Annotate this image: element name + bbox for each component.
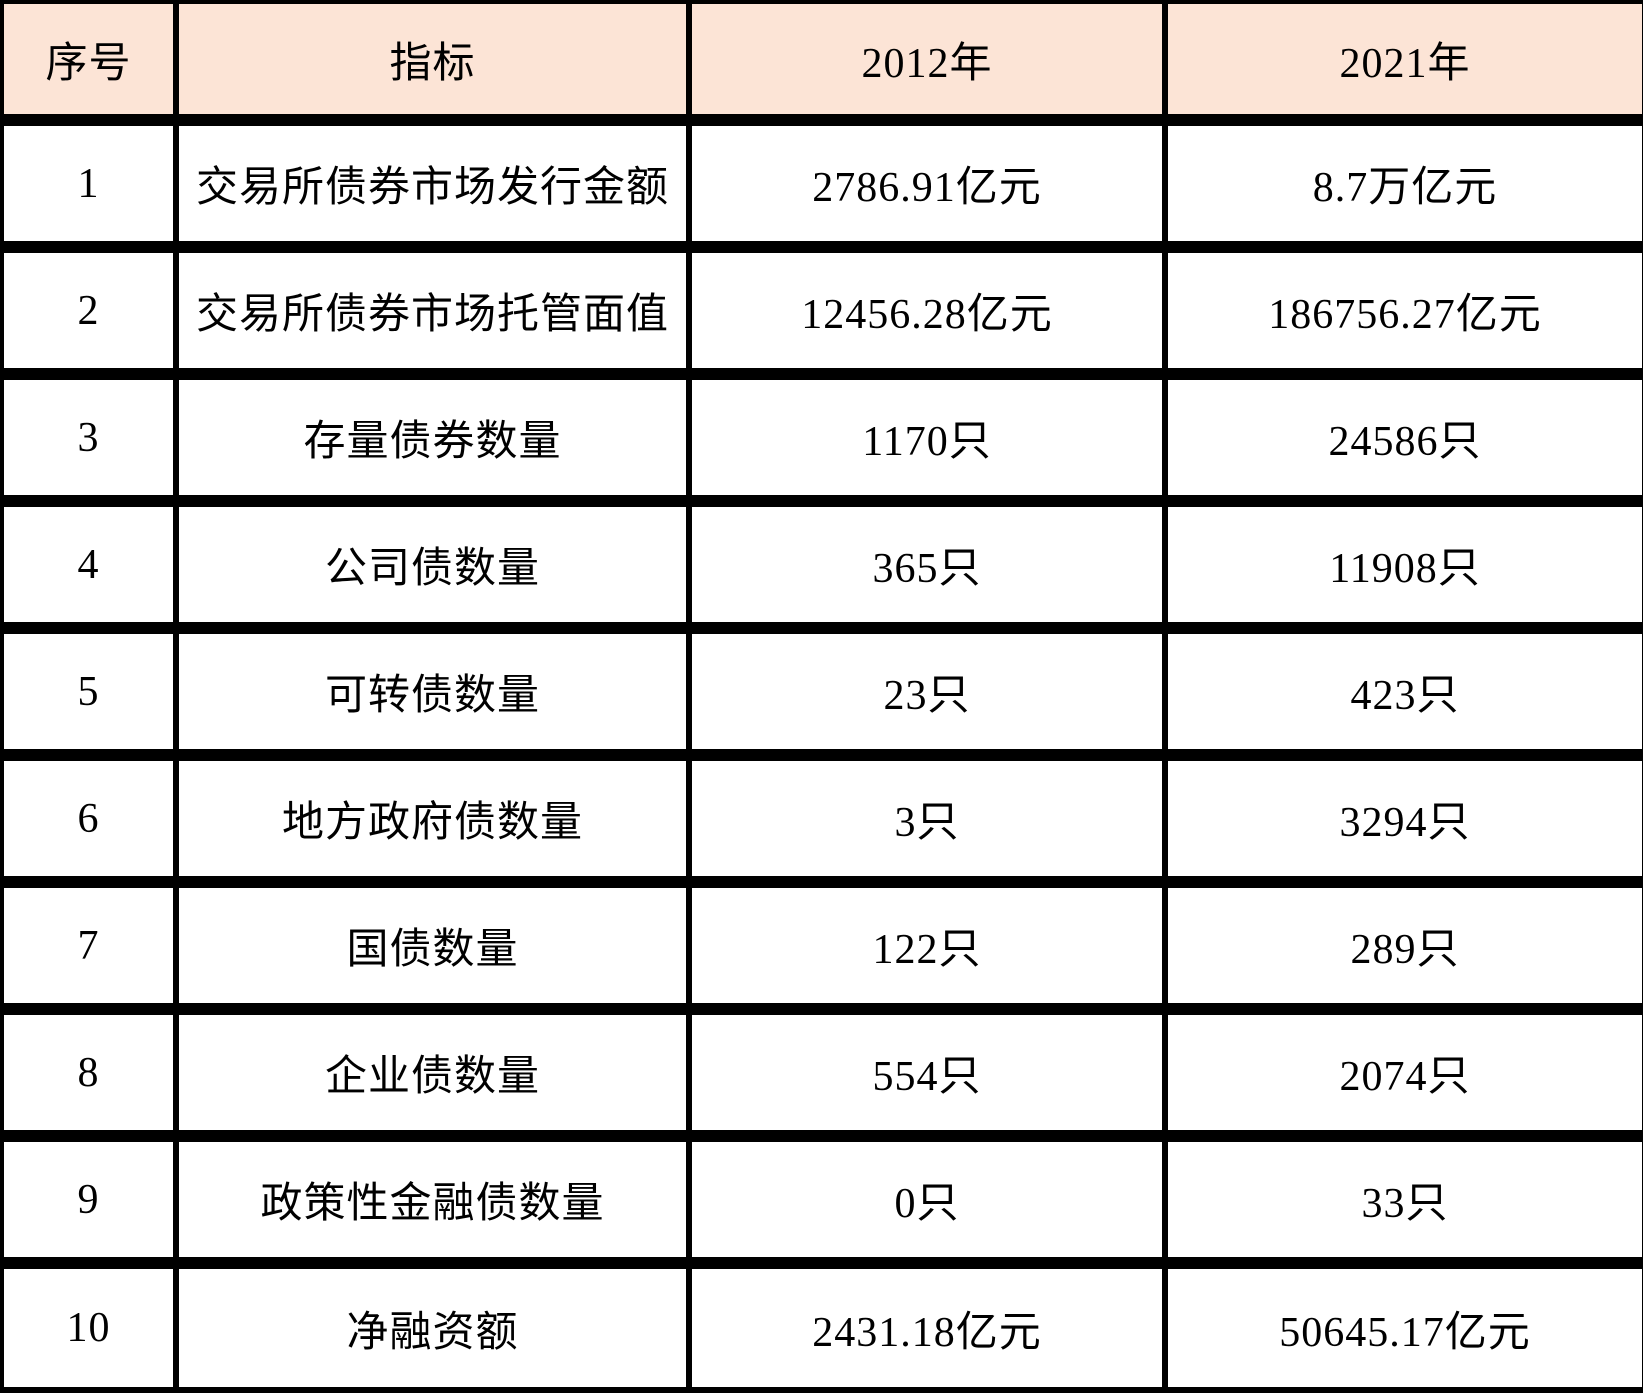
cell-serial: 3: [0, 368, 179, 507]
cell-2012: 23只: [686, 622, 1168, 761]
cell-2021: 186756.27亿元: [1162, 241, 1643, 380]
cell-2012: 12456.28亿元: [686, 241, 1168, 380]
cell-serial: 1: [0, 114, 179, 253]
cell-serial: 10: [0, 1257, 179, 1393]
header-cell-2012: 2012年: [686, 0, 1168, 126]
cell-serial: 9: [0, 1130, 179, 1269]
table-row: 8 企业债数量 554只 2074只: [0, 1003, 1643, 1142]
cell-2012: 365只: [686, 495, 1168, 634]
cell-serial: 8: [0, 1003, 179, 1142]
table-row: 10 净融资额 2431.18亿元 50645.17亿元: [0, 1257, 1643, 1393]
cell-2021: 2074只: [1162, 1003, 1643, 1142]
cell-2012: 1170只: [686, 368, 1168, 507]
cell-indicator: 净融资额: [173, 1257, 692, 1393]
cell-2012: 122只: [686, 876, 1168, 1015]
cell-indicator: 可转债数量: [173, 622, 692, 761]
cell-2021: 24586只: [1162, 368, 1643, 507]
cell-2012: 554只: [686, 1003, 1168, 1142]
cell-2012: 3只: [686, 749, 1168, 888]
table-row: 2 交易所债券市场托管面值 12456.28亿元 186756.27亿元: [0, 241, 1643, 380]
cell-indicator: 存量债券数量: [173, 368, 692, 507]
cell-indicator: 国债数量: [173, 876, 692, 1015]
cell-indicator: 交易所债券市场托管面值: [173, 241, 692, 380]
cell-2021: 423只: [1162, 622, 1643, 761]
cell-2021: 50645.17亿元: [1162, 1257, 1643, 1393]
cell-2021: 33只: [1162, 1130, 1643, 1269]
cell-2021: 3294只: [1162, 749, 1643, 888]
cell-serial: 6: [0, 749, 179, 888]
cell-serial: 5: [0, 622, 179, 761]
table-row: 9 政策性金融债数量 0只 33只: [0, 1130, 1643, 1269]
cell-2012: 2431.18亿元: [686, 1257, 1168, 1393]
header-cell-serial: 序号: [0, 0, 179, 126]
table-row: 4 公司债数量 365只 11908只: [0, 495, 1643, 634]
table-row: 5 可转债数量 23只 423只: [0, 622, 1643, 761]
cell-serial: 4: [0, 495, 179, 634]
header-cell-2021: 2021年: [1162, 0, 1643, 126]
cell-2021: 11908只: [1162, 495, 1643, 634]
table-row: 1 交易所债券市场发行金额 2786.91亿元 8.7万亿元: [0, 114, 1643, 253]
cell-indicator: 地方政府债数量: [173, 749, 692, 888]
table-body: 1 交易所债券市场发行金额 2786.91亿元 8.7万亿元 2 交易所债券市场…: [0, 114, 1643, 1393]
cell-2012: 0只: [686, 1130, 1168, 1269]
table-row: 6 地方政府债数量 3只 3294只: [0, 749, 1643, 888]
cell-2021: 289只: [1162, 876, 1643, 1015]
table-row: 7 国债数量 122只 289只: [0, 876, 1643, 1015]
cell-serial: 7: [0, 876, 179, 1015]
header-row: 序号 指标 2012年 2021年: [0, 0, 1643, 126]
cell-2012: 2786.91亿元: [686, 114, 1168, 253]
cell-indicator: 公司债数量: [173, 495, 692, 634]
cell-2021: 8.7万亿元: [1162, 114, 1643, 253]
table-header: 序号 指标 2012年 2021年: [0, 0, 1643, 126]
header-cell-indicator: 指标: [173, 0, 692, 126]
cell-indicator: 企业债数量: [173, 1003, 692, 1142]
cell-serial: 2: [0, 241, 179, 380]
cell-indicator: 政策性金融债数量: [173, 1130, 692, 1269]
table-row: 3 存量债券数量 1170只 24586只: [0, 368, 1643, 507]
cell-indicator: 交易所债券市场发行金额: [173, 114, 692, 253]
